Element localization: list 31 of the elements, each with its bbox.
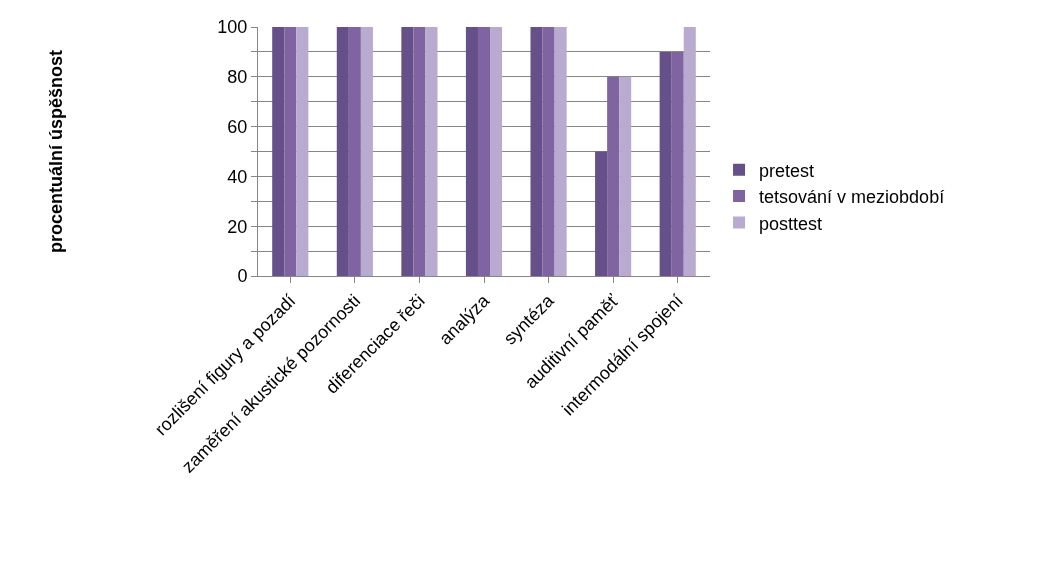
- bar: [530, 27, 543, 276]
- bar: [401, 27, 414, 276]
- legend-label: pretest: [759, 160, 815, 181]
- bar: [284, 27, 297, 276]
- bar: [595, 151, 608, 276]
- bar: [465, 27, 478, 276]
- bar: [490, 27, 503, 276]
- y-tick-label: 20: [227, 216, 248, 237]
- y-tick-label: 0: [237, 266, 248, 287]
- bar: [413, 27, 426, 276]
- bar: [659, 51, 672, 276]
- bar: [360, 27, 373, 276]
- legend-label: tetsování v meziobdobí: [759, 187, 945, 208]
- bar: [336, 27, 349, 276]
- y-tick-label: 80: [227, 67, 248, 88]
- bar: [272, 27, 285, 276]
- y-tick-label: 40: [227, 166, 248, 187]
- bar: [348, 27, 361, 276]
- y-tick-label: 60: [227, 116, 248, 137]
- bar: [683, 27, 696, 276]
- bar: [554, 27, 567, 276]
- y-tick-label: 100: [217, 17, 248, 38]
- bar: [619, 76, 632, 276]
- y-axis-title: procentuální úspěšnost: [45, 49, 66, 254]
- bar: [542, 27, 555, 276]
- legend-label: posttest: [759, 213, 823, 234]
- bar: [671, 51, 684, 276]
- bar: [296, 27, 309, 276]
- bar: [607, 76, 620, 276]
- bar: [425, 27, 438, 276]
- bar: [477, 27, 491, 276]
